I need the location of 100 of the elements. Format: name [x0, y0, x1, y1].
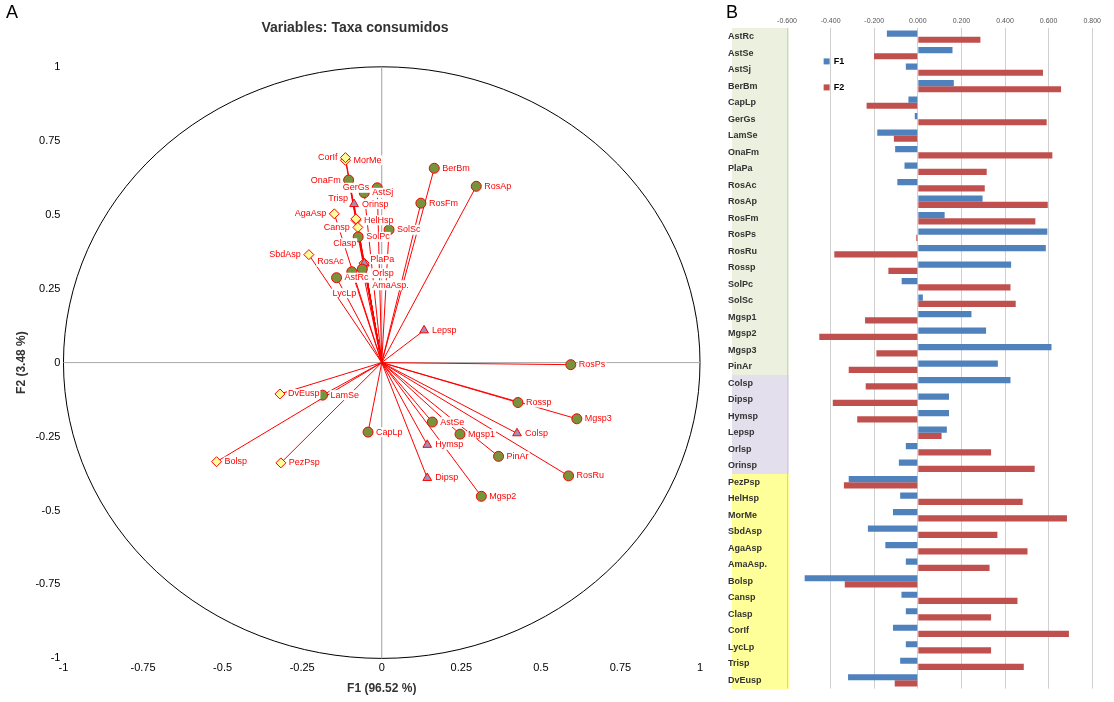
y-tick-label: Rossp — [728, 262, 757, 273]
annotation: CorIf — [317, 152, 338, 163]
annotation: BerBm — [442, 162, 470, 173]
annotation: Mgsp3 — [584, 413, 612, 424]
y-tick-label: Dipsp — [728, 394, 754, 405]
annotation: RosPs — [578, 359, 606, 370]
x-tick-label: 0 — [378, 661, 385, 674]
y-tick-label: Orlsp — [728, 443, 753, 454]
y-axis-title: F2 (3.48 %) — [13, 331, 28, 394]
y-tick-label: 0 — [54, 355, 61, 368]
annotation: AmaAsp. — [372, 279, 409, 290]
y-tick-label: Lepsp — [728, 427, 756, 438]
annotation: AstSj — [372, 187, 394, 198]
y-tick-label: HelHsp — [728, 493, 760, 504]
y-tick-label: 0.5 — [45, 207, 61, 220]
y-tick-label: Hymsp — [728, 410, 759, 421]
annotation: RosFm — [428, 197, 458, 208]
y-tick-label: 1 — [54, 59, 61, 72]
y-tick-label: Mgsp1 — [728, 311, 757, 322]
annotation: Orlsp — [372, 267, 394, 278]
y-tick-label: SolPc — [728, 278, 754, 289]
text: B — [726, 1, 739, 22]
x-tick-label: -0.5 — [213, 661, 233, 674]
annotation: SolPc — [366, 231, 391, 242]
y-tick-label: PinAr — [728, 361, 753, 372]
y-tick-label: RosAp — [728, 196, 758, 207]
y-tick-label: AstRc — [728, 31, 755, 42]
y-tick-label: SbdAsp — [728, 526, 763, 537]
text: A — [6, 1, 19, 22]
y-tick-label: -0.75 — [35, 577, 61, 590]
y-tick-label: AstSe — [728, 47, 754, 58]
legend-label: F2 — [833, 81, 845, 92]
y-tick-label: LamSe — [728, 130, 758, 141]
annotation: Trisp — [328, 193, 348, 204]
chart-title: Variables: Taxa consumidos — [261, 19, 449, 36]
legend-label: F1 — [833, 55, 845, 66]
annotation: HelHsp — [363, 214, 394, 225]
annotation: Colsp — [525, 427, 549, 438]
annotation: SolSc — [397, 224, 422, 235]
y-tick-label: RosPs — [728, 229, 757, 240]
annotation: RosAp — [484, 180, 512, 191]
annotation: PlaPa — [370, 253, 395, 264]
x-tick-label: -0.25 — [289, 661, 315, 674]
annotation: Cansp — [323, 221, 350, 232]
annotation: Lepsp — [432, 324, 457, 335]
annotation: OnaFm — [310, 174, 341, 185]
x-tick-label: 0.75 — [609, 661, 632, 674]
annotation: DvEusp — [287, 388, 320, 399]
x-tick-label: -0.75 — [130, 661, 156, 674]
y-tick-label: MorMe — [728, 509, 757, 520]
annotation: Hymsp — [435, 439, 464, 450]
annotation: PinAr — [506, 450, 529, 461]
annotation: AstSe — [440, 416, 465, 427]
annotation: RosAc — [317, 256, 345, 267]
x-tick-label: 0.25 — [450, 661, 473, 674]
y-tick-label: -1 — [50, 651, 61, 664]
y-tick-label: Bolsp — [728, 575, 754, 586]
y-tick-label: AstSj — [728, 64, 752, 75]
x-tick-label: 1 — [696, 661, 704, 674]
y-tick-label: CorIf — [728, 625, 750, 636]
y-tick-label: AmaAsp. — [728, 559, 768, 570]
y-tick-label: LycLp — [728, 641, 755, 652]
y-tick-label: PlaPa — [728, 163, 754, 174]
y-tick-label: 0.75 — [39, 133, 61, 146]
y-tick-label: -0.25 — [35, 429, 61, 442]
annotation: Mgsp1 — [468, 428, 496, 439]
y-tick-label: Colsp — [728, 377, 754, 388]
annotation: LamSe — [330, 389, 360, 400]
y-tick-label: SolSc — [728, 295, 754, 306]
annotation: SbdAsp — [269, 249, 301, 260]
annotation: CapLp — [376, 426, 403, 437]
y-tick-label: CapLp — [728, 97, 757, 108]
annotation: Dipsp — [435, 472, 459, 483]
y-tick-label: Cansp — [728, 592, 757, 603]
y-tick-label: RosAc — [728, 179, 757, 190]
annotation: RosRu — [576, 470, 605, 481]
annotation: Mgsp2 — [489, 490, 517, 501]
x-tick-label: 0.5 — [533, 661, 549, 674]
annotation: Rossp — [525, 397, 552, 408]
y-tick-label: RosFm — [728, 212, 759, 223]
annotation: LycLp — [332, 287, 357, 298]
y-tick-label: Orinsp — [728, 460, 758, 471]
y-tick-label: Clasp — [728, 608, 754, 619]
annotation: Orinsp — [362, 198, 389, 209]
y-tick-label: AgaAsp — [728, 542, 763, 553]
annotation: AstRc — [344, 272, 370, 283]
y-tick-label: Trisp — [728, 658, 751, 669]
y-tick-label: DvEusp — [728, 674, 763, 685]
annotation: Bolsp — [224, 456, 248, 467]
y-tick-label: Mgsp3 — [728, 344, 757, 355]
annotation: Clasp — [333, 237, 357, 248]
y-tick-label: OnaFm — [728, 146, 760, 157]
y-tick-label: PezPsp — [728, 476, 761, 487]
y-tick-label: BerBm — [728, 80, 758, 91]
y-tick-label: Mgsp2 — [728, 328, 757, 339]
y-tick-label: -0.5 — [41, 503, 61, 516]
annotation: PezPsp — [288, 457, 320, 468]
y-tick-label: 0.25 — [39, 281, 61, 294]
y-tick-label: GerGs — [728, 113, 756, 124]
annotation: AgaAsp — [294, 208, 327, 219]
